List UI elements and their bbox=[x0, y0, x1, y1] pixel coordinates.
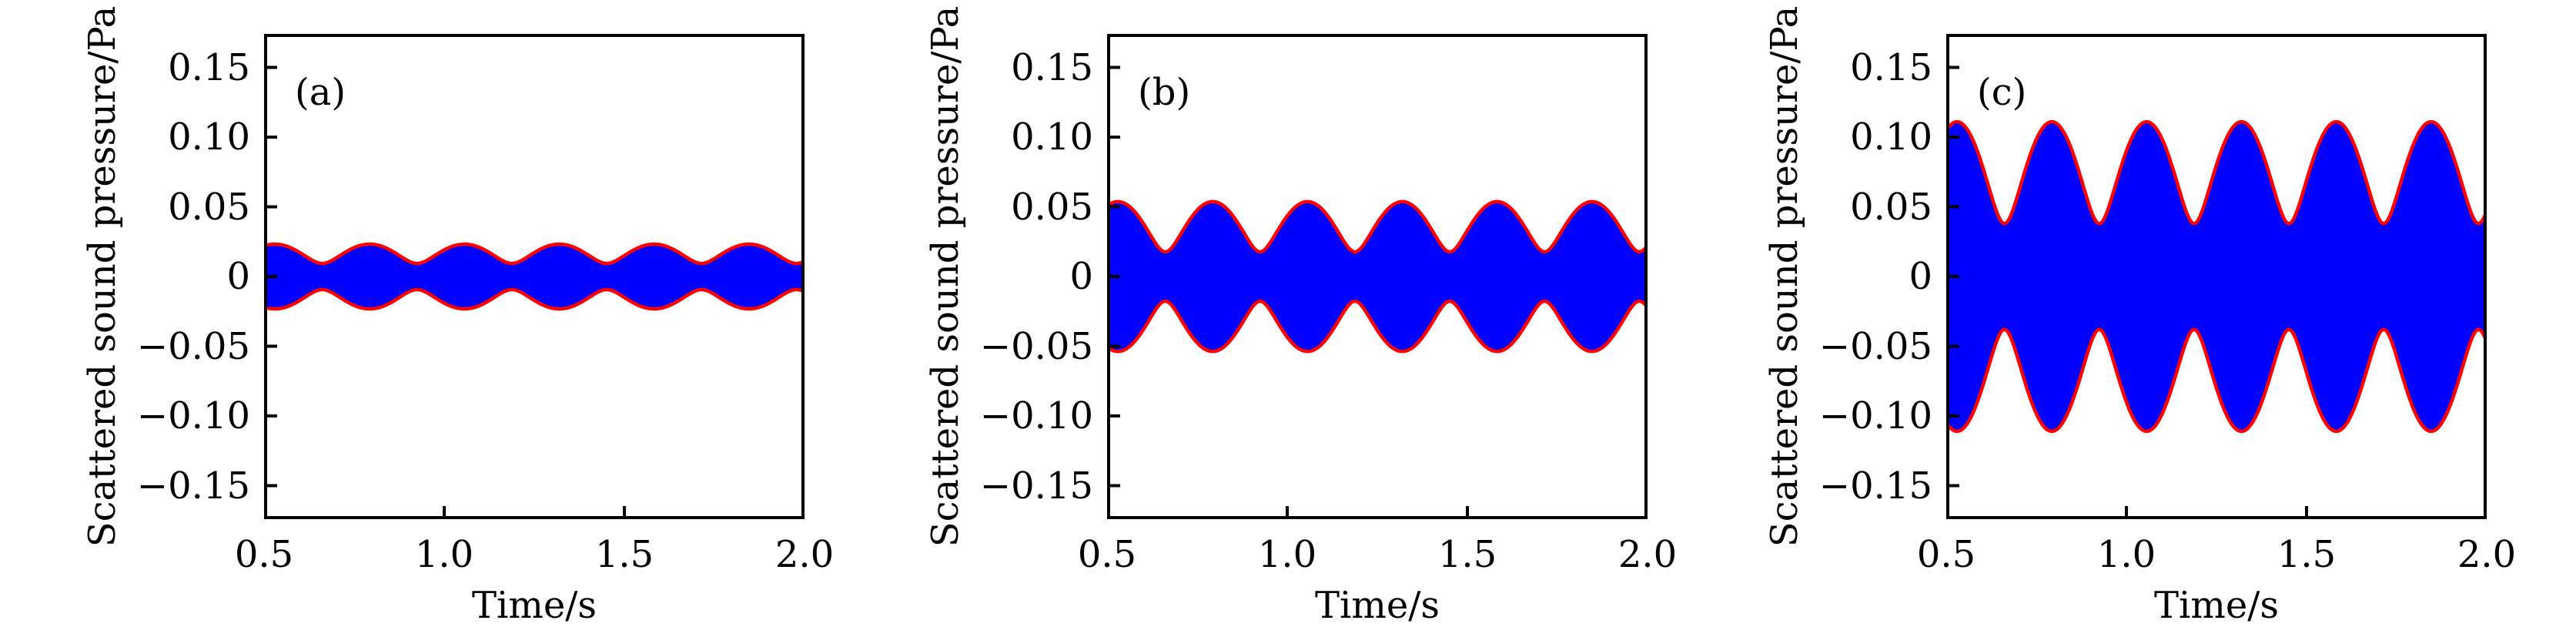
y-tick-label: −0.10 bbox=[1818, 394, 1932, 438]
y-tick-label: 0 bbox=[1069, 255, 1093, 298]
y-tick-label: −0.05 bbox=[979, 324, 1093, 368]
lower-envelope-line bbox=[264, 287, 805, 311]
y-axis-label: Scattered sound pressure/Pa bbox=[924, 5, 967, 548]
y-tick-label: 0.15 bbox=[168, 45, 250, 89]
y-tick-label: 0.05 bbox=[1011, 185, 1093, 229]
y-tick-label: 0.10 bbox=[1011, 116, 1093, 159]
y-tick-label: −0.10 bbox=[979, 394, 1093, 438]
x-tick-label: 0.5 bbox=[234, 533, 294, 576]
x-axis-label: Time/s bbox=[2153, 584, 2280, 627]
lower-envelope-line bbox=[1946, 327, 2487, 434]
y-tick-label: −0.05 bbox=[1818, 324, 1932, 368]
y-tick-label: −0.15 bbox=[1818, 464, 1932, 508]
y-tick-label: 0.05 bbox=[168, 185, 250, 229]
x-tick-label: 2.0 bbox=[774, 533, 835, 576]
y-tick-label: −0.05 bbox=[136, 324, 250, 368]
y-axis-label: Scattered sound pressure/Pa bbox=[81, 5, 124, 548]
waveform-fill bbox=[1107, 201, 1648, 352]
y-tick-label: 0.05 bbox=[1850, 185, 1932, 229]
x-tick-label: 1.5 bbox=[2277, 533, 2337, 576]
x-tick-label: 0.5 bbox=[1916, 533, 1976, 576]
waveform-fill bbox=[264, 244, 805, 309]
y-tick-label: 0.10 bbox=[1850, 116, 1932, 159]
x-tick-label: 1.0 bbox=[2096, 533, 2156, 576]
plot-area-c bbox=[1946, 34, 2487, 519]
x-axis-label: Time/s bbox=[1314, 584, 1440, 627]
x-tick-label: 1.0 bbox=[1257, 533, 1317, 576]
y-tick-label: 0.15 bbox=[1011, 45, 1093, 89]
upper-envelope-line bbox=[1946, 119, 2487, 226]
plot-area-a bbox=[264, 34, 805, 519]
x-tick-label: 1.5 bbox=[1437, 533, 1497, 576]
x-tick-label: 1.5 bbox=[594, 533, 654, 576]
y-tick-label: −0.10 bbox=[136, 394, 250, 438]
x-tick-label: 0.5 bbox=[1077, 533, 1137, 576]
x-tick-label: 2.0 bbox=[1618, 533, 1678, 576]
y-tick-label: 0.10 bbox=[168, 116, 250, 159]
waveform-fill bbox=[1946, 122, 2487, 431]
x-tick-label: 1.0 bbox=[414, 533, 474, 576]
y-tick-label: 0.15 bbox=[1850, 45, 1932, 89]
upper-envelope-line bbox=[1107, 199, 1648, 254]
panel-label: (a) bbox=[295, 71, 346, 114]
x-tick-label: 2.0 bbox=[2457, 533, 2517, 576]
x-axis-label: Time/s bbox=[471, 584, 597, 627]
y-tick-label: −0.15 bbox=[979, 464, 1093, 508]
upper-envelope-line bbox=[264, 242, 805, 266]
y-axis-label: Scattered sound pressure/Pa bbox=[1763, 5, 1806, 548]
plot-area-b bbox=[1107, 34, 1648, 519]
lower-envelope-line bbox=[1107, 299, 1648, 354]
y-tick-label: 0 bbox=[226, 255, 250, 298]
panel-label: (c) bbox=[1977, 71, 2027, 114]
y-tick-label: 0 bbox=[1909, 255, 1932, 298]
y-tick-label: −0.15 bbox=[136, 464, 250, 508]
panel-label: (b) bbox=[1138, 71, 1191, 114]
